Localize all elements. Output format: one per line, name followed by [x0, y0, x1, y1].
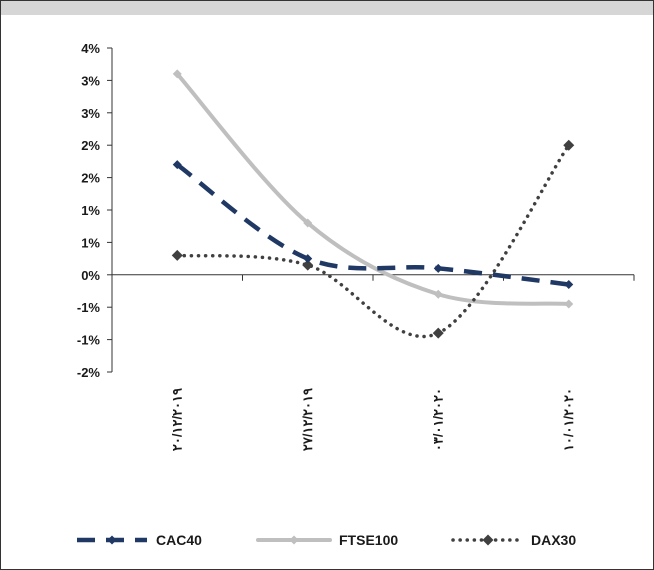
legend-marker-ftse100: [289, 535, 299, 545]
data-point-dax30: [563, 139, 575, 151]
legend-marker-cac40: [107, 535, 117, 545]
y-tick-label: 3%: [81, 73, 100, 88]
legend: CAC40 FTSE100 DAX30: [77, 532, 576, 548]
y-tick-label: -1%: [77, 300, 101, 315]
y-tick-labels: 4% 3% 3% 2% 2% 1% 1% 0% -1% -1% -2%: [77, 41, 101, 380]
x-tick-label: ٢٠/١٢/٢٠١٩: [169, 388, 184, 451]
legend-label-dax30: DAX30: [531, 532, 576, 548]
legend-label-ftse100: FTSE100: [339, 532, 398, 548]
data-point-dax30: [302, 259, 314, 271]
series-lines: [175, 71, 571, 339]
series-markers: [171, 69, 575, 339]
y-tick-label: 2%: [81, 138, 100, 153]
data-point-cac40: [433, 263, 443, 273]
y-tick-label: 2%: [81, 171, 100, 186]
axes: [107, 47, 635, 373]
y-tick-label: -2%: [77, 365, 101, 380]
y-tick-label: 3%: [81, 106, 100, 121]
x-tick-label: ١٠/٠١/٢٠٢٠: [561, 388, 576, 451]
y-tick-label: 1%: [81, 203, 100, 218]
data-point-ftse100: [303, 218, 313, 228]
x-tick-labels: ٢٠/١٢/٢٠١٩ ٢٧/١٢/٢٠١٩ ٠٣/٠١/٢٠٢٠ ١٠/٠١/٢٠٢٠: [169, 388, 576, 451]
x-tick-label: ٠٣/٠١/٢٠٢٠: [430, 388, 445, 451]
header-band: [1, 1, 653, 15]
y-tick-label: 1%: [81, 235, 100, 250]
series-line-ftse100: [175, 71, 571, 306]
data-point-ftse100: [564, 299, 574, 309]
y-tick-label: 4%: [81, 41, 100, 56]
legend-label-cac40: CAC40: [156, 532, 202, 548]
y-tick-label: 0%: [81, 268, 100, 283]
data-point-cac40: [303, 254, 313, 264]
data-point-ftse100: [433, 289, 443, 299]
data-point-dax30: [171, 249, 183, 261]
data-point-dax30: [432, 327, 444, 339]
x-tick-label: ٢٧/١٢/٢٠١٩: [300, 388, 315, 451]
series-line-cac40: [175, 162, 570, 287]
data-point-cac40: [172, 160, 182, 170]
data-point-ftse100: [172, 69, 182, 79]
y-tick-label: -1%: [77, 333, 101, 348]
legend-marker-dax30: [482, 534, 494, 546]
series-line-dax30: [175, 143, 571, 339]
data-point-cac40: [564, 280, 574, 290]
